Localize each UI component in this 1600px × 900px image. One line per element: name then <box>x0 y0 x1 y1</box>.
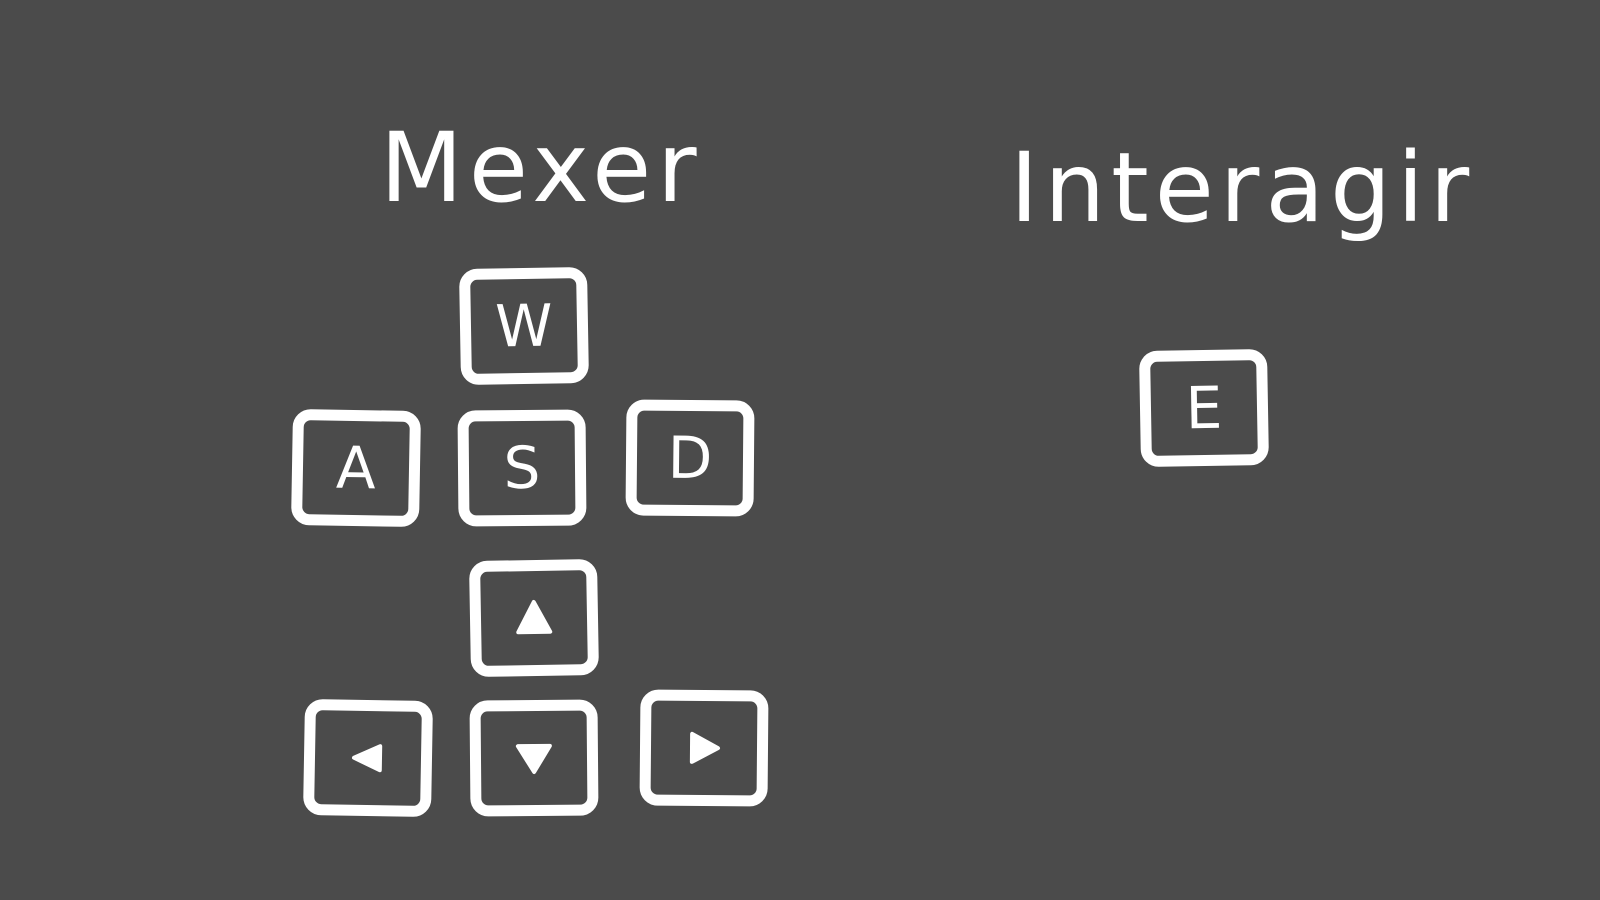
move-section-title: Mexer <box>380 112 703 224</box>
key-w[interactable]: W <box>458 266 590 386</box>
arrow-left-icon <box>346 736 391 781</box>
key-s-label: S <box>503 433 541 503</box>
key-d[interactable]: D <box>625 399 755 517</box>
arrow-down-icon <box>512 736 556 780</box>
key-a-label: A <box>335 433 377 503</box>
interact-section-title: Interagir <box>1010 132 1476 244</box>
key-w-label: W <box>494 291 554 361</box>
key-a[interactable]: A <box>290 408 422 528</box>
key-d-label: D <box>667 423 713 493</box>
arrow-up-icon <box>512 596 557 641</box>
key-s[interactable]: S <box>457 409 587 527</box>
key-arrow-up[interactable] <box>468 558 600 678</box>
key-e-label: E <box>1185 373 1223 443</box>
key-arrow-left[interactable] <box>302 698 434 818</box>
arrow-right-icon <box>682 726 726 770</box>
key-e[interactable]: E <box>1138 348 1270 468</box>
key-arrow-down[interactable] <box>469 699 599 817</box>
key-arrow-right[interactable] <box>639 689 769 807</box>
